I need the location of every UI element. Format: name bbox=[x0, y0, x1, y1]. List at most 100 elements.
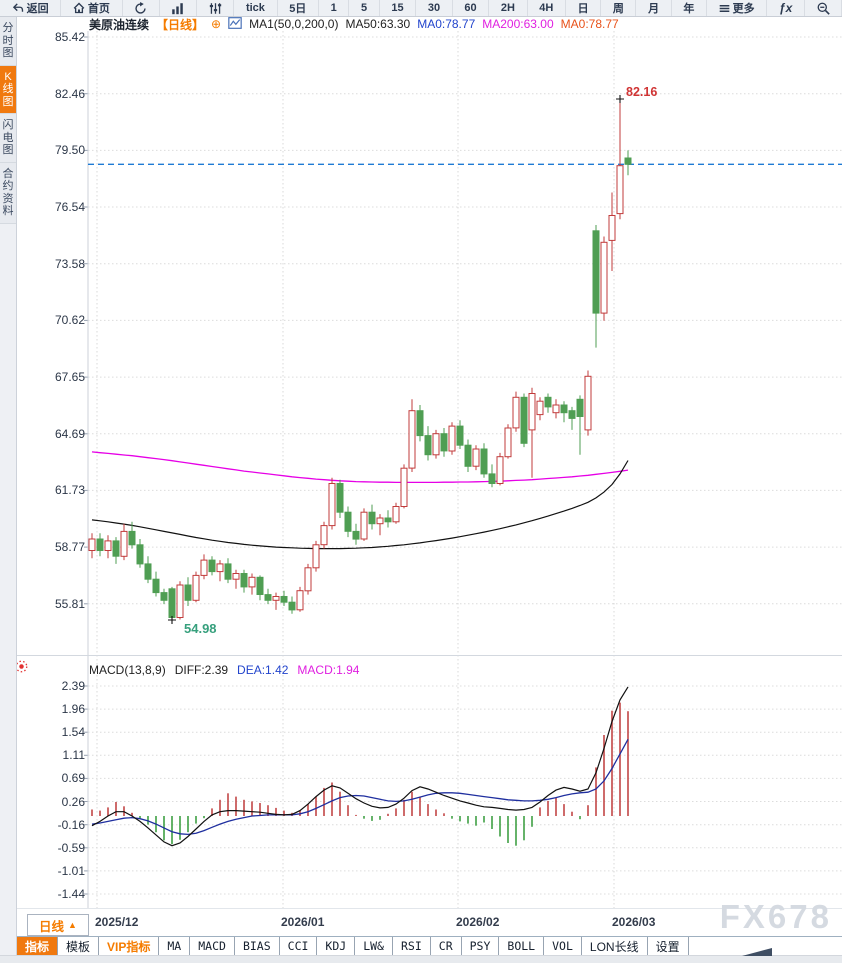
price-axis-label: 76.54 bbox=[54, 200, 85, 215]
toolbar-5d-button[interactable]: 5日 bbox=[278, 0, 319, 16]
low-cross-marker bbox=[168, 616, 176, 624]
period-selector[interactable]: 日线 ▲ bbox=[27, 914, 89, 936]
horizontal-scrollbar[interactable] bbox=[0, 955, 842, 963]
toolbar-tick-button[interactable]: tick bbox=[234, 0, 278, 16]
triangle-up-icon: ▲ bbox=[68, 920, 77, 930]
macd-axis-label: 0.26 bbox=[61, 794, 85, 809]
sidebar-item-kline[interactable]: K线图 bbox=[0, 65, 16, 114]
toolbar-more-button[interactable]: 更多 bbox=[707, 0, 768, 16]
date-label: 2025/12 bbox=[95, 915, 139, 929]
tab-settings[interactable]: 设置 bbox=[648, 937, 689, 955]
toolbar-label: 更多 bbox=[732, 3, 755, 15]
toolbar-year-button[interactable]: 年 bbox=[672, 0, 707, 16]
tab-boll[interactable]: BOLL bbox=[499, 937, 545, 955]
ma-settings-label: MA1(50,0,200,0) bbox=[249, 17, 339, 31]
add-compare-icon[interactable]: ⊕ bbox=[211, 17, 222, 31]
sidebar-item-flash[interactable]: 闪电图 bbox=[0, 114, 16, 163]
tab-vol[interactable]: VOL bbox=[544, 937, 582, 955]
toolbar-volume-icon[interactable] bbox=[197, 0, 235, 16]
tab-lw[interactable]: LW& bbox=[355, 937, 393, 955]
tab-cci[interactable]: CCI bbox=[280, 937, 318, 955]
period-selector-label: 日线 bbox=[39, 919, 65, 934]
sidebar-item-timeshare[interactable]: 分时图 bbox=[0, 17, 16, 66]
toolbar-fx-button[interactable]: ƒx bbox=[767, 0, 805, 16]
diff-line bbox=[91, 686, 629, 847]
macd-name: MACD(13,8,9) bbox=[89, 663, 166, 677]
toolbar-label: 4H bbox=[539, 2, 554, 14]
tab-kdj[interactable]: KDJ bbox=[317, 937, 356, 955]
tab-template[interactable]: 模板 bbox=[58, 937, 100, 955]
toolbar-label: 15 bbox=[391, 2, 404, 14]
toolbar-label: 首页 bbox=[87, 3, 110, 15]
toolbar-min1-button[interactable]: 1 bbox=[319, 0, 350, 16]
toolbar-day-button[interactable]: 日 bbox=[566, 0, 602, 16]
price-gridlines bbox=[84, 36, 842, 605]
date-label: 2026/01 bbox=[281, 915, 325, 929]
tab-cr[interactable]: CR bbox=[431, 937, 462, 955]
macd-header: MACD(13,8,9) DIFF:2.39 DEA:1.42 MACD:1.9… bbox=[89, 663, 359, 677]
toolbar-label: 60 bbox=[464, 2, 477, 14]
macd-axis-label: -1.44 bbox=[57, 886, 85, 901]
indicator-tabbar: 指标 模板 VIP指标 MA MACD BIAS CCI KDJ LW& RSI CR PSY BOLL… bbox=[17, 936, 842, 955]
price-axis-label: 55.81 bbox=[54, 596, 85, 611]
tab-psy[interactable]: PSY bbox=[462, 937, 500, 955]
toolbar-home-button[interactable]: 首页 bbox=[61, 0, 123, 16]
macd-axis-label: -0.16 bbox=[57, 817, 85, 832]
refresh-icon bbox=[134, 1, 147, 15]
chart-header: 美原油连续 【日线】 ⊕ MA1(50,0,200,0) MA50:63.30 … bbox=[89, 16, 619, 32]
chart-style-icon[interactable] bbox=[228, 16, 242, 32]
period-label: 【日线】 bbox=[156, 17, 205, 32]
toolbar: 返回 首页 tick 5日 1 5 15 30 60 2H 4H 日周月 年 更多 ƒx bbox=[0, 0, 842, 17]
toolbar-label: 月 bbox=[648, 3, 660, 15]
tab-rsi[interactable]: RSI bbox=[393, 937, 431, 955]
toolbar-back-button[interactable]: 返回 bbox=[0, 0, 62, 16]
tab-vip-indicator[interactable]: VIP指标 bbox=[99, 937, 160, 955]
scrollbar-handle-icon[interactable] bbox=[742, 948, 772, 956]
tab-macd[interactable]: MACD bbox=[190, 937, 235, 955]
price-axis-label: 70.62 bbox=[54, 313, 85, 328]
sidebar-item-contract[interactable]: 合约资料 bbox=[0, 162, 16, 224]
toolbar-min30-button[interactable]: 30 bbox=[416, 0, 453, 16]
toolbar-h2-button[interactable]: 2H bbox=[489, 0, 528, 16]
macd-axis-label: 2.39 bbox=[61, 679, 85, 693]
dea-value: DEA:1.42 bbox=[237, 663, 289, 677]
toolbar-min15-button[interactable]: 15 bbox=[380, 0, 417, 16]
toolbar-kline-style-icon[interactable] bbox=[160, 0, 198, 16]
tab-indicator[interactable]: 指标 bbox=[17, 937, 59, 955]
watermark: FX678 bbox=[719, 898, 832, 935]
macd-axis-label: -0.59 bbox=[57, 840, 85, 855]
low-price-annotation: 54.98 bbox=[184, 621, 217, 636]
toolbar-zoom-out-icon[interactable] bbox=[805, 0, 842, 16]
toolbar-label: 5 bbox=[360, 2, 368, 14]
toolbar-label: 2H bbox=[500, 2, 515, 14]
price-axis-label: 85.42 bbox=[54, 30, 85, 44]
toolbar-h4-button[interactable]: 4H bbox=[528, 0, 566, 16]
diff-value: DIFF:2.39 bbox=[174, 663, 229, 677]
toolbar-label: 30 bbox=[427, 2, 441, 14]
toolbar-label: 年 bbox=[683, 3, 695, 15]
toolbar-min60-button[interactable]: 60 bbox=[453, 0, 490, 16]
macd-gridlines bbox=[84, 685, 842, 895]
toolbar-label: tick bbox=[245, 2, 265, 14]
toolbar-label: ƒx bbox=[778, 1, 793, 15]
tab-bias[interactable]: BIAS bbox=[235, 937, 280, 955]
ma50-line bbox=[91, 460, 629, 550]
tab-ma[interactable]: MA bbox=[159, 937, 191, 955]
macd-axis-label: 1.96 bbox=[61, 702, 85, 717]
toolbar-min5-button[interactable]: 5 bbox=[349, 0, 380, 16]
toolbar-week-button[interactable]: 周 bbox=[601, 0, 637, 16]
price-axis-label: 82.46 bbox=[54, 86, 85, 101]
price-axis-label: 58.77 bbox=[54, 540, 85, 555]
date-label: 2026/02 bbox=[456, 915, 500, 929]
price-axis-label: 79.50 bbox=[54, 143, 85, 158]
high-cross-marker bbox=[616, 95, 624, 103]
macd-histogram bbox=[91, 702, 629, 846]
macd-value: MACD:1.94 bbox=[297, 663, 360, 677]
toolbar-refresh-icon[interactable] bbox=[123, 0, 160, 16]
toolbar-month-button[interactable]: 月 bbox=[636, 0, 672, 16]
price-axis-label: 61.73 bbox=[54, 483, 85, 498]
tab-lon[interactable]: LON长线 bbox=[582, 937, 648, 955]
toolbar-label: 5日 bbox=[289, 3, 307, 15]
